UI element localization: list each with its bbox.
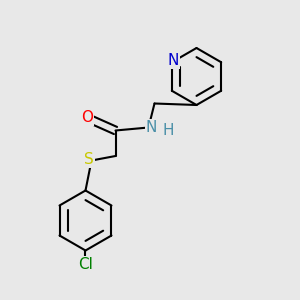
Text: H: H (162, 123, 174, 138)
Text: S: S (84, 152, 94, 166)
Text: N: N (168, 53, 179, 68)
Text: O: O (81, 110, 93, 124)
Text: N: N (146, 120, 157, 135)
Text: Cl: Cl (78, 257, 93, 272)
